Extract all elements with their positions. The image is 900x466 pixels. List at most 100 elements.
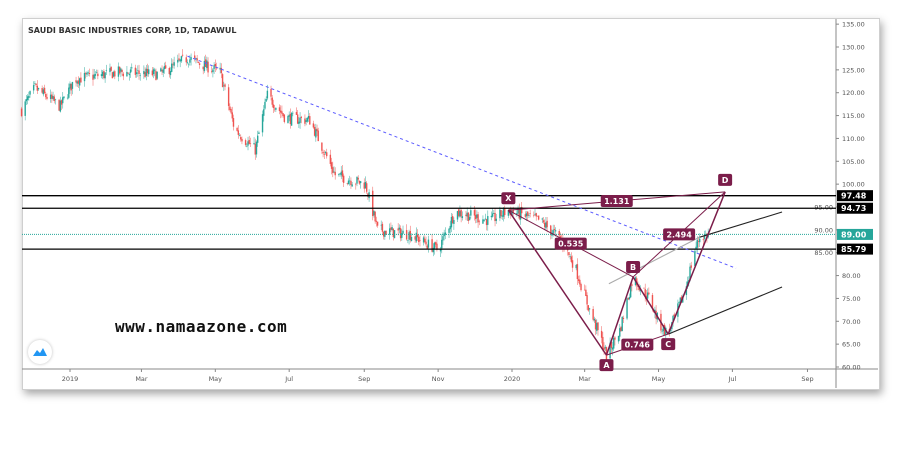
y-tick-label: 115.00 — [842, 112, 865, 120]
candle-down — [702, 239, 705, 241]
candle-down — [43, 87, 46, 94]
candle-down — [419, 240, 421, 241]
candle-down — [111, 72, 114, 79]
candle-down — [321, 142, 323, 151]
candle-up — [34, 83, 36, 84]
candle-down — [535, 213, 537, 217]
candle-up — [160, 68, 162, 72]
candle-down — [227, 87, 230, 106]
candle-up — [422, 237, 425, 243]
candle-up — [93, 74, 95, 79]
candle-down — [224, 84, 226, 87]
candle-up — [177, 59, 179, 63]
candle-up — [617, 335, 620, 342]
candle-down — [97, 73, 99, 77]
candle-down — [536, 215, 539, 217]
candle-up — [212, 69, 214, 73]
candle-up — [356, 176, 358, 184]
candle-down — [272, 104, 275, 108]
candle-up — [264, 101, 266, 109]
candle-up — [87, 72, 89, 73]
candle-up — [626, 298, 628, 319]
candle-down — [451, 216, 454, 223]
candle-down — [280, 110, 282, 113]
chart-title: SAUDI BASIC INDUSTRIES CORP, 1D, TADAWUL — [28, 26, 237, 35]
candle-down — [537, 215, 540, 220]
candle-down — [467, 212, 470, 221]
candle-up — [402, 230, 404, 234]
candle-down — [273, 108, 276, 110]
candle-down — [478, 221, 481, 223]
candle-down — [651, 295, 654, 309]
candle-down — [164, 65, 167, 69]
candle-up — [49, 94, 52, 99]
candle-down — [381, 223, 384, 232]
y-tick-label: 110.00 — [842, 135, 865, 143]
candle-up — [347, 180, 350, 185]
candle-down — [631, 284, 633, 286]
ratio-label-box — [621, 338, 654, 351]
candle-down — [614, 337, 616, 340]
candle-up — [511, 210, 513, 216]
candle-down — [583, 289, 586, 291]
y-tick-label: 65.00 — [842, 341, 861, 349]
candle-down — [322, 151, 324, 154]
candle-up — [491, 213, 494, 217]
candle-down — [580, 284, 582, 291]
candle-up — [493, 212, 495, 214]
candle-down — [194, 55, 196, 58]
x-tick-label: Jul — [284, 375, 293, 383]
x-tick-label: 2019 — [62, 375, 79, 383]
current-price-box — [837, 228, 873, 240]
candle-up — [528, 215, 530, 216]
candle-up — [324, 151, 327, 154]
candle-down — [304, 118, 306, 124]
candle-down — [248, 139, 250, 144]
candle-down — [358, 180, 361, 184]
candle-down — [500, 210, 502, 217]
candle-up — [517, 207, 519, 214]
candle-up — [629, 285, 632, 298]
candle-up — [662, 325, 665, 332]
candle-up — [669, 330, 672, 331]
candle-up — [256, 135, 259, 143]
candle-down — [332, 167, 334, 173]
candle-up — [483, 219, 485, 221]
candle-down — [236, 127, 238, 131]
candle-down — [577, 279, 580, 281]
candle-down — [392, 228, 395, 238]
candle-up — [476, 214, 478, 218]
candle-up — [145, 68, 147, 76]
ratio-label-box — [663, 228, 696, 241]
candle-down — [597, 322, 599, 331]
ratio-label: 0.535 — [558, 240, 584, 249]
candle-down — [587, 305, 589, 311]
candle-up — [501, 215, 504, 217]
candle-up — [490, 215, 493, 218]
candle-up — [588, 308, 591, 310]
candle-down — [473, 210, 476, 216]
candle-up — [129, 69, 132, 73]
candle-down — [134, 67, 137, 75]
candle-up — [246, 145, 248, 147]
candle-down — [210, 71, 213, 72]
candle-down — [296, 114, 299, 124]
candle-up — [135, 72, 138, 75]
pattern-point-label: C — [665, 340, 671, 349]
ratio-label-box — [554, 237, 587, 250]
candle-down — [36, 85, 39, 91]
candle-up — [596, 322, 598, 331]
candle-up — [190, 57, 192, 60]
candle-down — [341, 170, 344, 177]
x-tick-label: 2020 — [504, 375, 521, 383]
candle-down — [571, 260, 574, 268]
candle-up — [698, 238, 701, 243]
tradingview-cloud-icon[interactable] — [28, 340, 52, 364]
candle-up — [516, 213, 518, 215]
candle-up — [52, 95, 54, 100]
pattern-point-label: X — [505, 194, 512, 203]
candle-up — [380, 224, 382, 226]
ratio-label: 0.746 — [625, 341, 651, 350]
candle-down — [414, 236, 416, 240]
